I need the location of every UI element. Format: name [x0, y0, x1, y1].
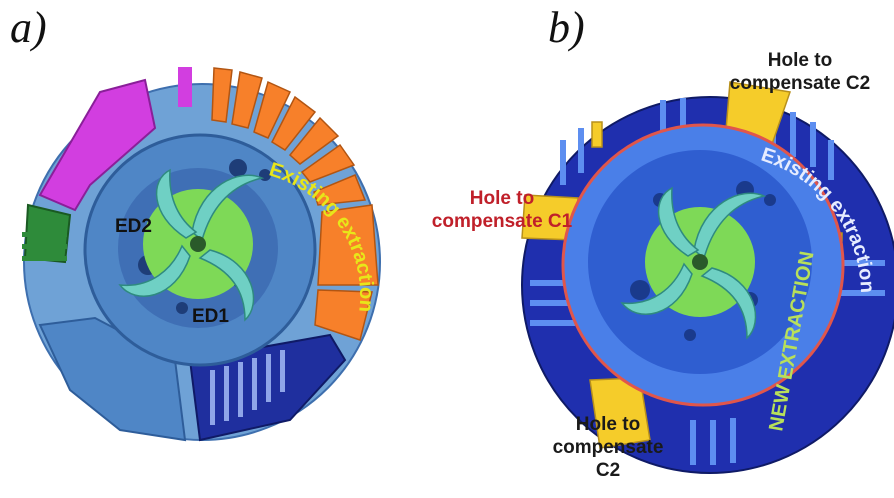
spiral-blades [118, 168, 265, 322]
annotation-line: Hole to [469, 188, 535, 209]
slot-small-1 [591, 121, 603, 148]
label-ed2: ED2 [115, 216, 152, 237]
outer-slots-b [530, 98, 885, 465]
hub [190, 236, 206, 252]
annotation-line: compensate C2 [729, 72, 871, 94]
annotation-line: compensate [552, 436, 664, 458]
panel-a-diagram: ED2 ED1 Existing extraction [22, 67, 381, 442]
magenta-sector [38, 78, 157, 212]
green-slots [22, 232, 67, 261]
dark-sector-slots [210, 350, 285, 425]
annotation-hole-c2-top: Hole to compensate C2 [715, 50, 885, 96]
panel-b-diagram: Existing extraction NEW EXTRACTION [521, 81, 894, 474]
spiral-blades-b [620, 186, 767, 340]
orange-sectors [211, 67, 379, 341]
annotation-line: Hole to [575, 414, 641, 435]
panel-b-label: b) [548, 3, 585, 52]
panel-a-label: a) [10, 3, 47, 52]
annotation-hole-c2-bottom: Hole to compensate C2 [548, 414, 668, 482]
annotation-line: Hole to [767, 50, 833, 71]
annotation-line: C2 [595, 459, 621, 481]
label-ed1: ED1 [192, 306, 229, 327]
hub-b [692, 254, 708, 270]
compensation-slots [521, 81, 843, 449]
magenta-slot [178, 67, 192, 107]
annotation-line: compensate C1 [431, 210, 573, 232]
annotation-hole-c1: Hole to compensate C1 [418, 188, 586, 234]
